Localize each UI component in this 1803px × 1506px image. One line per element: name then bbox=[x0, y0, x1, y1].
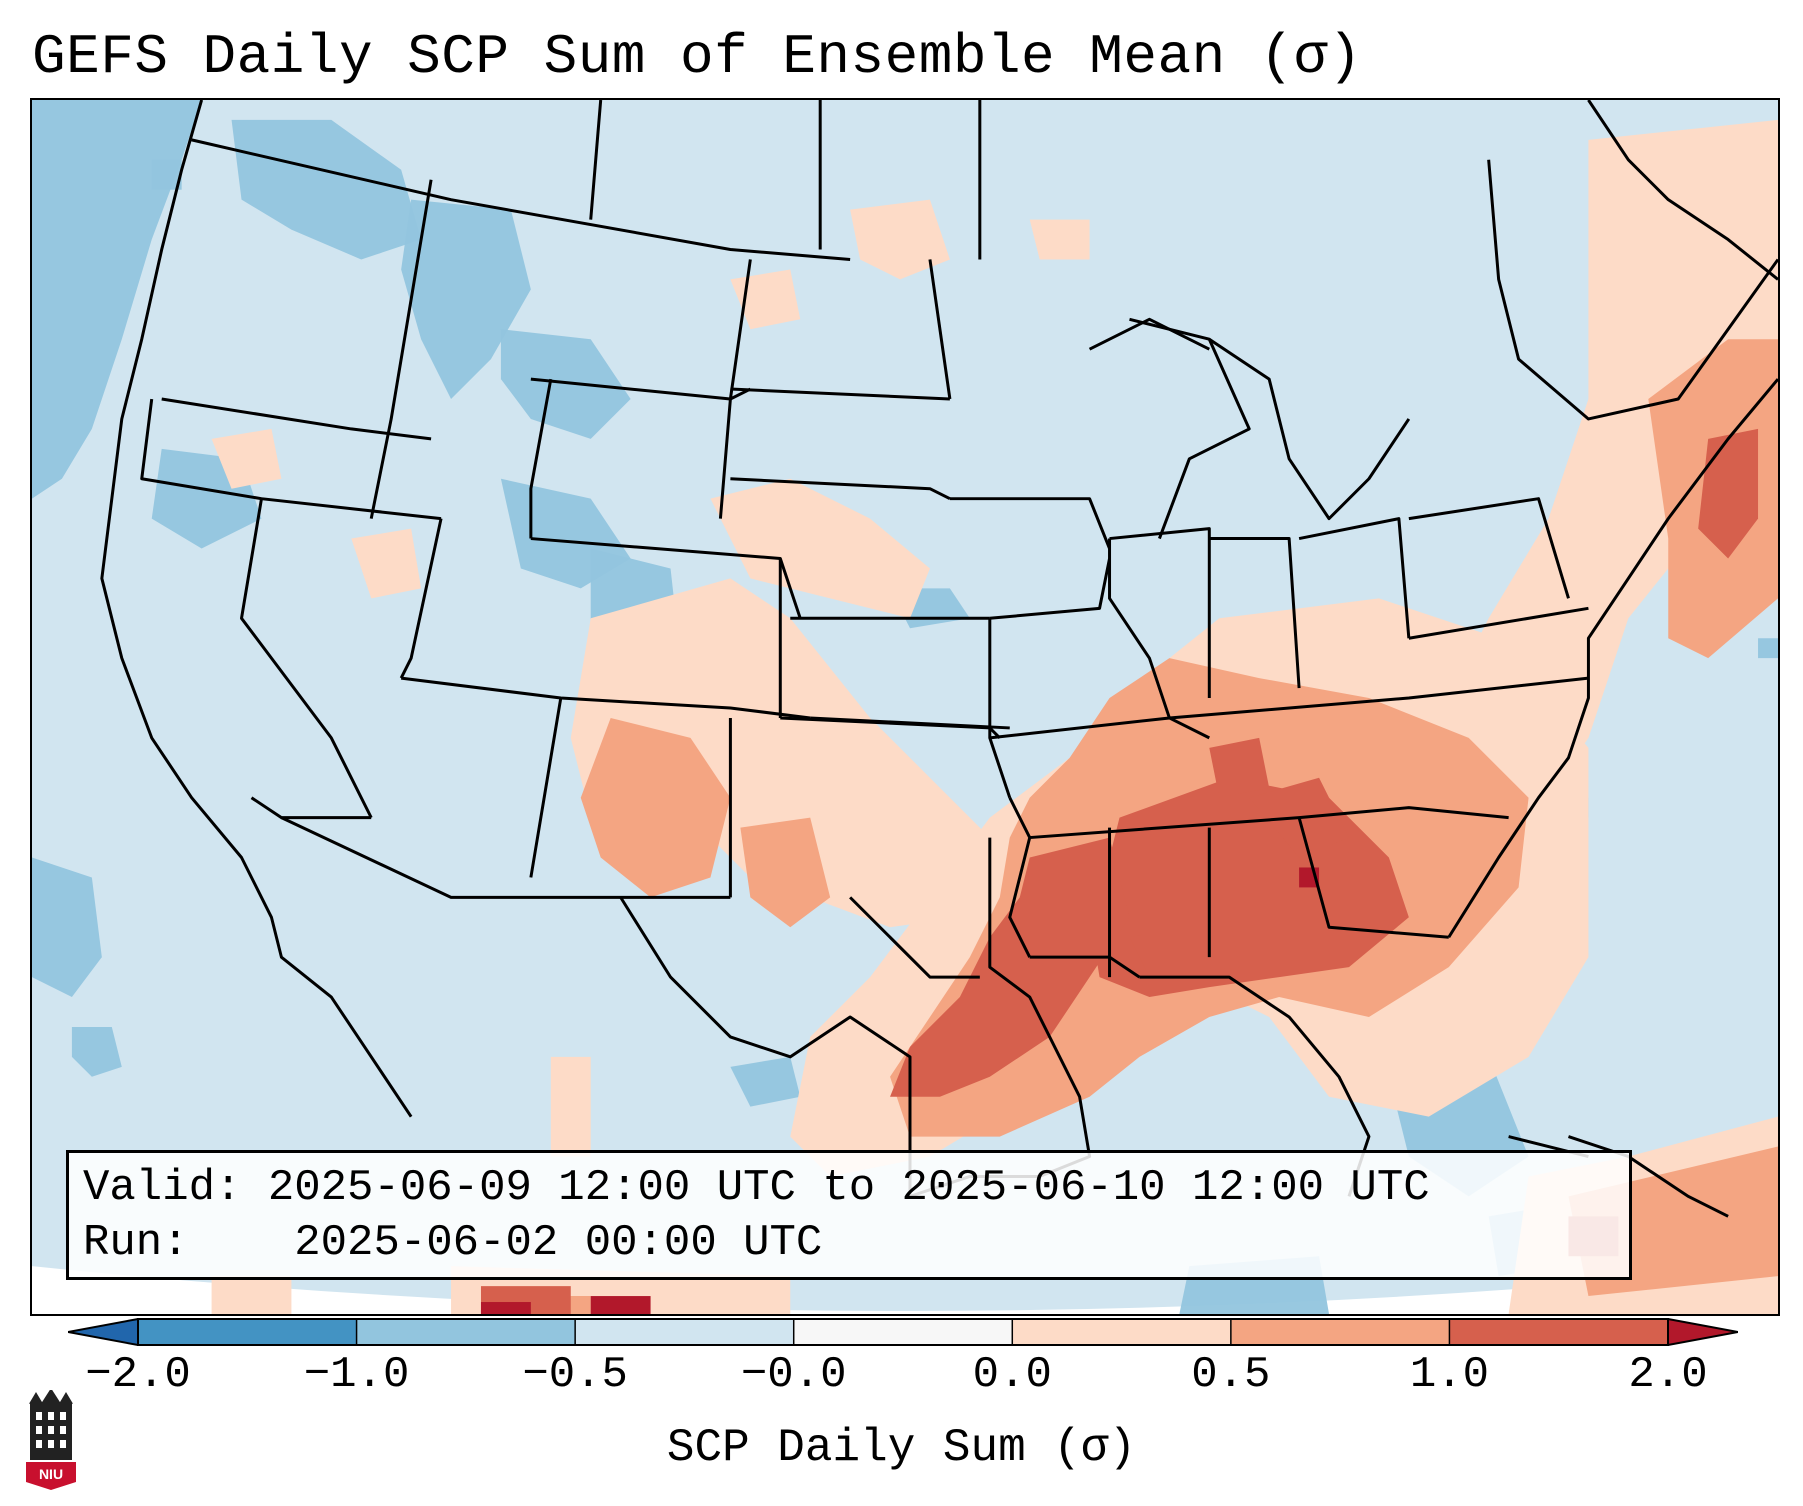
niu-logo: NIU bbox=[26, 1390, 76, 1490]
colorbar-tick-label: −1.0 bbox=[303, 1350, 410, 1400]
logo-shield bbox=[26, 1462, 76, 1490]
colorbar-bin bbox=[575, 1319, 795, 1345]
valid-line: Valid: 2025-06-09 12:00 UTC to 2025-06-1… bbox=[83, 1161, 1615, 1216]
colorbar-segments bbox=[68, 1318, 1738, 1346]
colorbar-bin bbox=[793, 1319, 1013, 1345]
colorbar-under-arrow bbox=[68, 1318, 139, 1346]
colorbar-bin bbox=[356, 1319, 576, 1345]
colorbar-tick-label: −0.5 bbox=[522, 1350, 628, 1400]
chart-title: GEFS Daily SCP Sum of Ensemble Mean (σ) bbox=[32, 25, 1363, 89]
run-text: 2025-06-02 00:00 UTC bbox=[294, 1218, 823, 1268]
logo-text: NIU bbox=[39, 1466, 63, 1482]
colorbar-tick-label: −0.0 bbox=[740, 1350, 847, 1400]
map-panel bbox=[30, 98, 1780, 1316]
colorbar-bin bbox=[1012, 1319, 1232, 1345]
colorbar-label: SCP Daily Sum (σ) bbox=[666, 1422, 1137, 1474]
valid-label: Valid: bbox=[83, 1163, 242, 1213]
colorbar-tick-label: 0.0 bbox=[972, 1350, 1052, 1400]
colorbar-tick-label: −2.0 bbox=[85, 1350, 191, 1400]
colorbar-bin bbox=[1449, 1319, 1669, 1345]
colorbar-bin bbox=[1230, 1319, 1450, 1345]
colorbar bbox=[68, 1318, 1738, 1346]
colorbar-tick-label: 1.0 bbox=[1409, 1350, 1490, 1400]
run-label: Run: bbox=[83, 1218, 189, 1268]
colorbar-over-arrow bbox=[1667, 1318, 1738, 1346]
colorbar-tick-label: 0.5 bbox=[1191, 1350, 1271, 1400]
valid-text: 2025-06-09 12:00 UTC to 2025-06-10 12:00… bbox=[267, 1163, 1430, 1213]
field-positive-strong bbox=[480, 428, 1759, 1314]
scp-map bbox=[32, 100, 1778, 1314]
valid-time-box: Valid: 2025-06-09 12:00 UTC to 2025-06-1… bbox=[66, 1150, 1632, 1280]
run-line: Run: 2025-06-02 00:00 UTC bbox=[83, 1216, 1615, 1271]
colorbar-border bbox=[137, 1318, 1669, 1346]
colorbar-tick-label: 2.0 bbox=[1628, 1350, 1708, 1400]
colorbar-bin bbox=[138, 1319, 358, 1345]
state-boundaries bbox=[100, 100, 1778, 1198]
colorbar-ticks: −2.0 −1.0 −0.5 −0.0 0.0 0.5 1.0 2.0 bbox=[0, 1350, 1803, 1410]
